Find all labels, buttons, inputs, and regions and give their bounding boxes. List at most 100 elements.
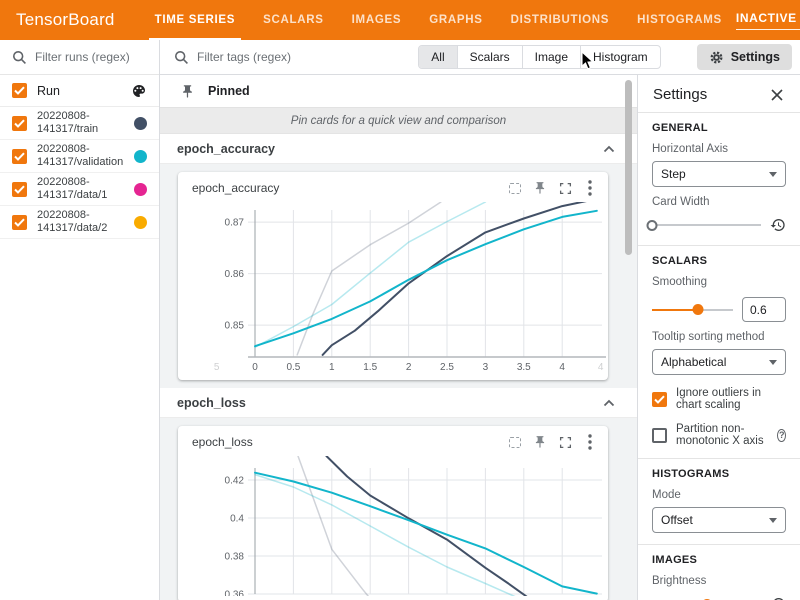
settings-panel: Settings GENERAL Horizontal Axis Step xyxy=(637,75,800,600)
runs-filter-input[interactable] xyxy=(35,50,147,64)
run-list-item[interactable]: 20220808-141317/data/2 xyxy=(0,206,159,239)
run-checkbox[interactable] xyxy=(12,215,27,230)
select-all-runs-checkbox[interactable] xyxy=(12,83,27,98)
section-heading: HISTOGRAMS xyxy=(652,468,786,480)
horizontal-axis-label: Horizontal Axis xyxy=(652,143,786,155)
settings-section-scalars: SCALARS Smoothing Tooltip sorting method… xyxy=(638,246,800,458)
run-checkbox[interactable] xyxy=(12,182,27,197)
svg-text:1.5: 1.5 xyxy=(363,362,377,373)
smoothing-value-input[interactable] xyxy=(742,297,786,322)
filter-chip-histogram[interactable]: Histogram xyxy=(580,46,660,68)
tooltip-sorting-label: Tooltip sorting method xyxy=(652,331,786,343)
pinned-label: Pinned xyxy=(208,84,250,98)
pinned-bar: Pinned xyxy=(160,75,637,108)
fullscreen-icon[interactable] xyxy=(557,180,573,196)
section-header-epoch-accuracy[interactable]: epoch_accuracy xyxy=(160,134,637,164)
epoch-accuracy-chart[interactable]: 0.850.860.8700.511.522.533.5454 xyxy=(178,202,608,374)
fullscreen-icon[interactable] xyxy=(557,434,573,450)
card-header: epoch_loss xyxy=(178,426,608,456)
tab-graphs[interactable]: GRAPHS xyxy=(415,0,496,40)
epoch-loss-chart[interactable]: 0.420.40.380.36 xyxy=(178,456,608,596)
status-dropdown[interactable]: INACTIVE xyxy=(736,11,800,30)
histogram-mode-select[interactable]: Offset xyxy=(652,507,786,533)
svg-text:4: 4 xyxy=(559,362,565,373)
horizontal-axis-select[interactable]: Step xyxy=(652,161,786,187)
run-column-label: Run xyxy=(37,84,60,98)
tab-images[interactable]: IMAGES xyxy=(338,0,416,40)
card-title: epoch_accuracy xyxy=(192,181,279,195)
svg-text:1: 1 xyxy=(329,362,335,373)
filter-chip-all[interactable]: All xyxy=(419,46,456,68)
reset-icon[interactable] xyxy=(770,596,786,600)
smoothing-slider[interactable] xyxy=(652,303,733,316)
smoothing-label: Smoothing xyxy=(652,276,786,288)
tags-filter-input[interactable] xyxy=(197,50,377,64)
pin-icon xyxy=(180,84,195,99)
app-header: TensorBoard TIME SERIESSCALARSIMAGESGRAP… xyxy=(0,0,800,40)
svg-text:0.85: 0.85 xyxy=(225,321,245,332)
run-label: 20220808-141317/data/1 xyxy=(37,176,107,202)
chevron-down-icon xyxy=(769,172,777,177)
pinned-hint: Pin cards for a quick view and compariso… xyxy=(160,108,637,134)
ignore-outliers-checkbox[interactable] xyxy=(652,392,667,407)
svg-text:0: 0 xyxy=(252,362,258,373)
settings-button[interactable]: Settings xyxy=(697,44,792,70)
chevron-up-icon[interactable] xyxy=(603,399,615,407)
run-checkbox[interactable] xyxy=(12,116,27,131)
tab-distributions[interactable]: DISTRIBUTIONS xyxy=(497,0,624,40)
close-icon[interactable] xyxy=(770,88,784,102)
svg-text:0.38: 0.38 xyxy=(225,551,245,562)
section-heading: GENERAL xyxy=(652,122,786,134)
chevron-down-icon xyxy=(769,360,777,365)
more-options-icon[interactable] xyxy=(582,434,598,450)
run-color-dot[interactable] xyxy=(134,150,147,163)
run-color-dot[interactable] xyxy=(134,117,147,130)
filter-chip-scalars[interactable]: Scalars xyxy=(457,46,522,68)
svg-text:0.5: 0.5 xyxy=(286,362,300,373)
reset-icon[interactable] xyxy=(770,217,786,233)
run-color-dot[interactable] xyxy=(134,216,147,229)
run-list-item[interactable]: 20220808-141317/data/1 xyxy=(0,173,159,206)
partition-x-axis-checkbox[interactable] xyxy=(652,428,667,443)
main-scrollbar[interactable] xyxy=(625,80,632,255)
horizontal-axis-value: Step xyxy=(661,167,686,181)
section-title: epoch_accuracy xyxy=(177,142,275,156)
tab-histograms[interactable]: HISTOGRAMS xyxy=(623,0,736,40)
run-color-dot[interactable] xyxy=(134,183,147,196)
tags-toolbar: AllScalarsImageHistogram Settings xyxy=(160,40,800,75)
tab-scalars[interactable]: SCALARS xyxy=(249,0,338,40)
section-header-epoch-loss[interactable]: epoch_loss xyxy=(160,388,637,418)
tooltip-sorting-value: Alphabetical xyxy=(661,355,726,369)
search-icon xyxy=(12,50,27,65)
filter-chip-image[interactable]: Image xyxy=(522,46,580,68)
svg-text:3: 3 xyxy=(483,362,489,373)
runs-sidebar: Run 20220808-141317/train20220808-141317… xyxy=(0,40,160,600)
cards-area: Pinned Pin cards for a quick view and co… xyxy=(160,75,637,600)
tooltip-sorting-select[interactable]: Alphabetical xyxy=(652,349,786,375)
fit-to-domain-icon[interactable] xyxy=(507,434,523,450)
settings-section-general: GENERAL Horizontal Axis Step Card Width xyxy=(638,113,800,245)
pin-card-icon[interactable] xyxy=(532,180,548,196)
run-list-item[interactable]: 20220808-141317/train xyxy=(0,107,159,140)
palette-icon[interactable] xyxy=(131,83,147,99)
tag-type-filter-chips: AllScalarsImageHistogram xyxy=(418,45,660,69)
svg-text:0.86: 0.86 xyxy=(225,269,245,280)
help-icon[interactable]: ? xyxy=(777,429,786,442)
runs-header-row: Run xyxy=(0,75,159,107)
card-title: epoch_loss xyxy=(192,435,253,449)
status-label: INACTIVE xyxy=(736,11,797,25)
section-heading: IMAGES xyxy=(652,554,786,566)
run-checkbox[interactable] xyxy=(12,149,27,164)
card-header: epoch_accuracy xyxy=(178,172,608,202)
fit-to-domain-icon[interactable] xyxy=(507,180,523,196)
chevron-up-icon[interactable] xyxy=(603,145,615,153)
run-list-item[interactable]: 20220808-141317/validation xyxy=(0,140,159,173)
more-options-icon[interactable] xyxy=(582,180,598,196)
search-icon xyxy=(174,50,189,65)
card-width-slider[interactable] xyxy=(652,219,761,232)
settings-section-images: IMAGES Brightness Contrast xyxy=(638,545,800,600)
tab-time-series[interactable]: TIME SERIES xyxy=(141,0,250,40)
section-heading: SCALARS xyxy=(652,255,786,267)
svg-text:2.5: 2.5 xyxy=(440,362,454,373)
pin-card-icon[interactable] xyxy=(532,434,548,450)
